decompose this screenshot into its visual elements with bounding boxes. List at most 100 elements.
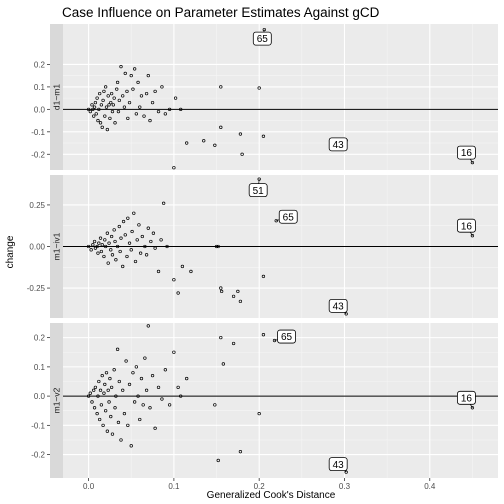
data-point (92, 114, 96, 118)
y-tick-label: 0.0 (34, 105, 46, 114)
data-point (108, 376, 112, 381)
data-point (115, 87, 119, 91)
data-point (146, 324, 150, 328)
data-point (172, 166, 176, 170)
data-point (185, 376, 189, 381)
x-tick-label: 0.3 (339, 482, 351, 491)
data-point (92, 406, 97, 410)
data-point (111, 103, 115, 107)
data-point (132, 67, 137, 71)
case-label: 51 (253, 186, 265, 197)
data-point (112, 368, 116, 372)
y-tick-label: -0.1 (31, 421, 45, 430)
data-point (146, 226, 150, 230)
data-point (119, 438, 123, 442)
facet-panels: d1~m1 -0.2 -0.1 0.0 0.1 0.2 65 43 16 m1~iv1 -0.25 0… (27, 24, 498, 478)
case-label-box (328, 457, 348, 472)
data-point (163, 112, 168, 116)
data-point (125, 254, 129, 259)
data-point (93, 100, 98, 105)
data-point (109, 91, 114, 96)
panel-background (63, 323, 498, 478)
case-label: 65 (283, 212, 295, 223)
case-label-box (457, 390, 476, 405)
data-point (172, 278, 176, 282)
data-point (126, 423, 130, 428)
data-point (112, 228, 116, 232)
data-point (127, 382, 132, 387)
facet-panel: m1~iv1 -0.25 0.00 0.25 51 65 16 43 (27, 175, 498, 318)
data-point (156, 385, 161, 389)
data-point (140, 234, 144, 239)
data-point (119, 236, 123, 240)
data-point (109, 414, 113, 419)
data-point (104, 371, 109, 375)
data-point (138, 105, 142, 109)
data-point (142, 114, 146, 118)
data-point (146, 74, 150, 78)
data-point (132, 400, 137, 404)
data-point (344, 312, 348, 316)
data-point (124, 359, 128, 363)
data-point (272, 338, 277, 343)
data-point (86, 107, 91, 112)
data-point (125, 89, 129, 94)
data-point (163, 368, 168, 372)
data-point (110, 432, 115, 436)
data-point (135, 238, 139, 242)
x-tick-label: 0.4 (424, 482, 436, 491)
data-point (136, 394, 140, 398)
data-point (470, 406, 475, 410)
data-point (106, 388, 110, 392)
data-point (99, 403, 104, 407)
data-point (130, 229, 134, 234)
y-tick-label: 0.25 (29, 201, 45, 210)
data-point (100, 373, 104, 378)
data-point (274, 219, 278, 223)
data-point (144, 253, 149, 257)
data-point (110, 253, 115, 257)
data-point (231, 341, 236, 346)
data-point (89, 248, 93, 252)
facet-strip-label: d1~m1 (52, 84, 62, 110)
x-tick-label: 0.2 (254, 482, 266, 491)
data-point (98, 417, 102, 422)
data-point (160, 397, 164, 401)
data-point (105, 231, 110, 235)
facet-panel: d1~m1 -0.2 -0.1 0.0 0.1 0.2 65 43 16 (31, 24, 498, 170)
data-point (156, 109, 161, 114)
data-point (101, 423, 105, 428)
data-point (97, 107, 101, 112)
case-label: 16 (461, 148, 473, 159)
data-point (144, 388, 149, 392)
data-point (113, 406, 117, 410)
data-point (153, 89, 157, 94)
data-point (172, 350, 176, 354)
data-point (98, 121, 103, 125)
data-point (100, 125, 104, 129)
data-point (95, 412, 99, 416)
data-point (136, 80, 140, 85)
data-point (101, 98, 105, 103)
data-point (126, 216, 130, 220)
data-point (138, 251, 143, 255)
data-point (117, 379, 121, 384)
data-point (114, 394, 118, 398)
data-point (137, 223, 141, 227)
data-point (236, 289, 240, 294)
data-point (113, 239, 117, 244)
data-point (88, 109, 92, 114)
data-point (148, 406, 152, 410)
data-point (112, 96, 116, 100)
data-point (160, 85, 164, 89)
data-point (113, 121, 117, 125)
case-label-box (252, 31, 272, 46)
case-label-box (328, 137, 348, 152)
data-point (129, 248, 133, 252)
data-point (98, 388, 103, 392)
data-point (238, 450, 243, 454)
data-point (159, 238, 163, 242)
data-point (167, 107, 172, 112)
data-point (148, 118, 152, 123)
